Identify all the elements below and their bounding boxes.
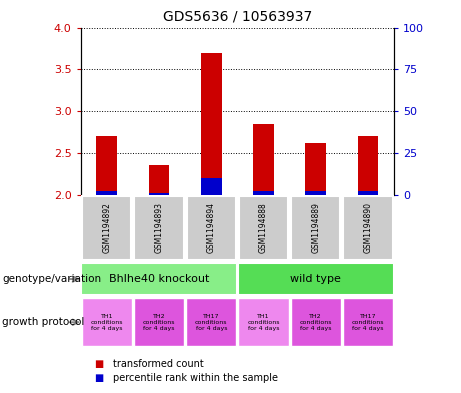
- Text: GSM1194893: GSM1194893: [154, 202, 164, 253]
- Text: TH17
conditions
for 4 days: TH17 conditions for 4 days: [195, 314, 228, 331]
- Bar: [343, 196, 393, 260]
- Bar: [148, 165, 170, 195]
- Bar: [187, 196, 236, 260]
- Text: TH1
conditions
for 4 days: TH1 conditions for 4 days: [90, 314, 123, 331]
- Text: genotype/variation: genotype/variation: [2, 274, 101, 284]
- Bar: [134, 298, 184, 346]
- Bar: [305, 143, 326, 195]
- Bar: [305, 191, 326, 195]
- Bar: [253, 191, 274, 195]
- Text: percentile rank within the sample: percentile rank within the sample: [113, 373, 278, 383]
- Bar: [238, 298, 289, 346]
- Text: wild type: wild type: [290, 274, 341, 284]
- Bar: [201, 178, 222, 195]
- Text: GSM1194889: GSM1194889: [311, 202, 320, 253]
- Text: GSM1194890: GSM1194890: [364, 202, 372, 253]
- Bar: [81, 263, 237, 295]
- Text: TH2
conditions
for 4 days: TH2 conditions for 4 days: [300, 314, 332, 331]
- Text: ■: ■: [95, 358, 104, 369]
- Text: transformed count: transformed count: [113, 358, 204, 369]
- Bar: [358, 191, 378, 195]
- Bar: [239, 196, 288, 260]
- Bar: [148, 193, 170, 195]
- Bar: [291, 196, 340, 260]
- Bar: [135, 196, 183, 260]
- Bar: [96, 136, 117, 195]
- Text: ■: ■: [95, 373, 104, 383]
- Bar: [253, 123, 274, 195]
- Bar: [291, 298, 341, 346]
- Bar: [96, 191, 117, 195]
- Bar: [238, 263, 394, 295]
- Text: TH1
conditions
for 4 days: TH1 conditions for 4 days: [247, 314, 280, 331]
- Bar: [82, 298, 132, 346]
- Bar: [186, 298, 236, 346]
- Bar: [201, 53, 222, 195]
- Text: TH2
conditions
for 4 days: TH2 conditions for 4 days: [143, 314, 175, 331]
- Text: TH17
conditions
for 4 days: TH17 conditions for 4 days: [352, 314, 384, 331]
- Title: GDS5636 / 10563937: GDS5636 / 10563937: [163, 9, 312, 24]
- Bar: [358, 136, 378, 195]
- Text: GSM1194888: GSM1194888: [259, 202, 268, 253]
- Text: GSM1194894: GSM1194894: [207, 202, 216, 253]
- Bar: [82, 196, 131, 260]
- Text: Bhlhe40 knockout: Bhlhe40 knockout: [109, 274, 209, 284]
- Bar: [343, 298, 393, 346]
- Text: GSM1194892: GSM1194892: [102, 202, 111, 253]
- Text: growth protocol: growth protocol: [2, 317, 85, 327]
